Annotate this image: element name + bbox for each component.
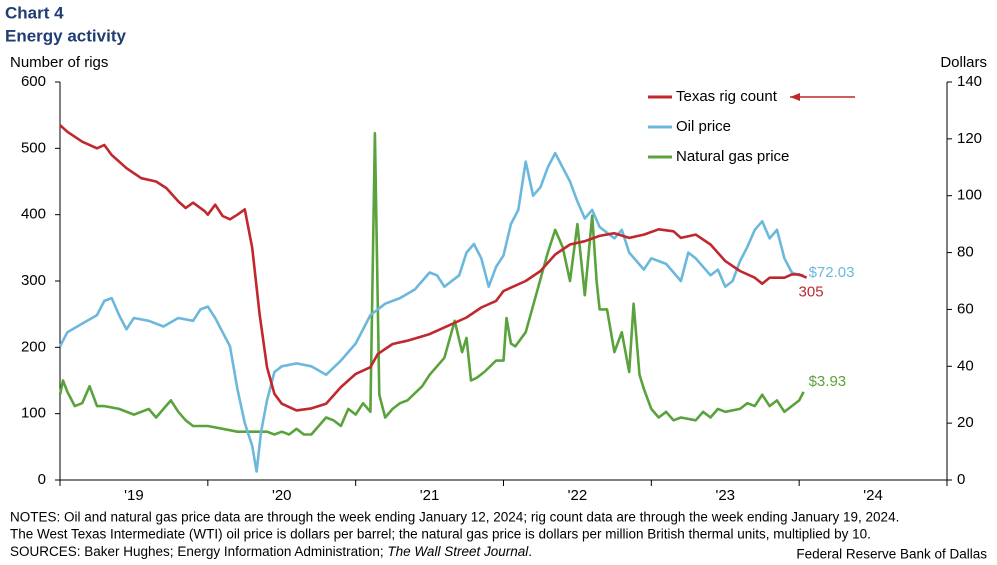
x-tick-label: '23 (715, 487, 735, 504)
end-label: $72.03 (809, 264, 855, 281)
legend-arrowhead (790, 93, 800, 101)
y2-tick-label: 120 (957, 130, 982, 147)
sources-text: . (528, 544, 532, 559)
x-tick-label: '20 (272, 487, 292, 504)
y-tick-label: 400 (21, 206, 46, 223)
y-tick-label: 500 (21, 139, 46, 156)
y2-tick-label: 140 (957, 73, 982, 90)
y2-axis-label: Dollars (940, 54, 987, 71)
y-tick-label: 0 (38, 471, 46, 488)
y2-tick-label: 80 (957, 244, 974, 261)
end-label: $3.93 (809, 373, 847, 390)
chart-title: Chart 4 (5, 3, 64, 22)
legend-label: Natural gas price (676, 148, 789, 165)
y2-tick-label: 60 (957, 300, 974, 317)
y2-tick-label: 20 (957, 414, 974, 431)
sources-text: The Wall Street Journal (387, 544, 529, 559)
y-axis-label: Number of rigs (10, 54, 108, 71)
sources-text: SOURCES: Baker Hughes; Energy Informatio… (10, 544, 387, 559)
credit: Federal Reserve Bank of Dallas (796, 547, 987, 562)
legend-label: Texas rig count (676, 88, 778, 105)
series-line (59, 124, 808, 412)
x-tick-label: '21 (420, 487, 440, 504)
sources: SOURCES: Baker Hughes; Energy Informatio… (10, 544, 532, 559)
series-line (58, 151, 804, 473)
end-label: 305 (799, 284, 824, 301)
y2-tick-label: 100 (957, 187, 982, 204)
y-tick-label: 200 (21, 338, 46, 355)
y-tick-label: 300 (21, 272, 46, 289)
y-tick-label: 600 (21, 73, 46, 90)
series-line (58, 131, 805, 436)
x-tick-label: '24 (863, 487, 883, 504)
chart-subtitle: Energy activity (5, 26, 126, 45)
note-line: The West Texas Intermediate (WTI) oil pr… (10, 527, 871, 542)
x-tick-label: '22 (568, 487, 588, 504)
y-tick-label: 100 (21, 405, 46, 422)
legend-label: Oil price (676, 118, 731, 135)
y2-tick-label: 0 (957, 471, 965, 488)
x-tick-label: '19 (124, 487, 144, 504)
note-line: NOTES: Oil and natural gas price data ar… (10, 510, 899, 525)
y2-tick-label: 40 (957, 357, 974, 374)
